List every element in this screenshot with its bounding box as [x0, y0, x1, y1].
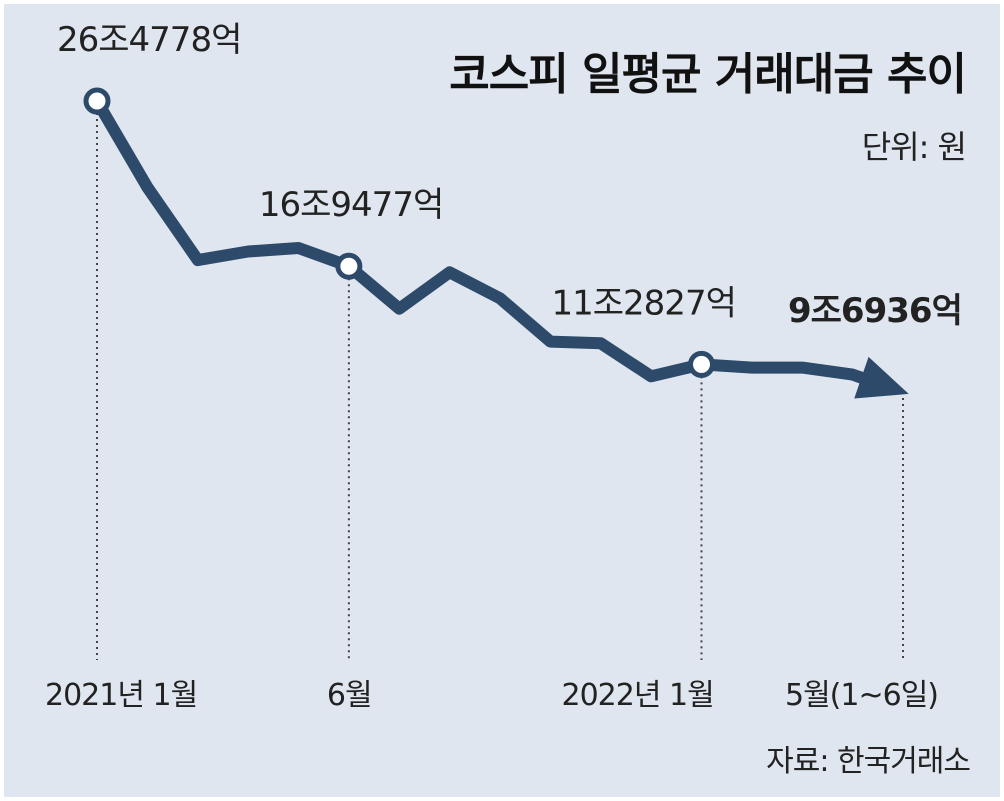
data-label: 26조4778억 — [57, 20, 241, 60]
data-point-marker — [83, 87, 111, 115]
source-label: 자료: 한국거래소 — [766, 744, 971, 779]
chart-background — [4, 4, 1000, 797]
data-label: 16조9477억 — [259, 185, 443, 225]
unit-label: 단위: 원 — [861, 128, 967, 166]
data-point-marker — [335, 252, 363, 280]
x-tick-label: 2021년 1월 — [45, 678, 197, 713]
x-tick-label: 6월 — [327, 678, 372, 713]
chart-title: 코스피 일평균 거래대금 추이 — [449, 49, 967, 100]
data-point-marker — [688, 350, 715, 378]
x-tick-label: 5월(1~6일) — [785, 678, 938, 713]
series-line — [91, 95, 868, 384]
x-tick-label: 2022년 1월 — [562, 678, 714, 713]
data-label: 11조2827억 — [552, 283, 736, 323]
data-label: 9조6936억 — [788, 291, 962, 331]
series-arrowhead — [854, 356, 909, 399]
